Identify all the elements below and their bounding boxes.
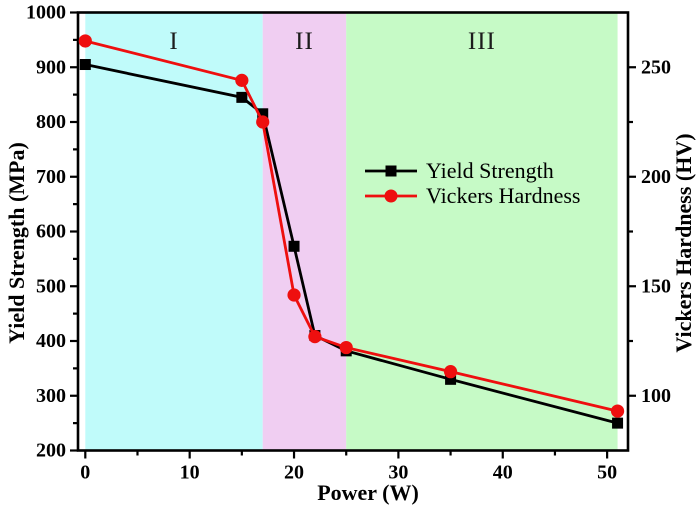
y-left-tick-label: 900 [36, 56, 66, 78]
y-left-tick-label: 700 [36, 166, 66, 188]
regime-band-II [262, 12, 347, 451]
x-tick-label: 20 [284, 462, 304, 484]
data-point-square [612, 417, 624, 429]
legend-item-vickers-hardness: Vickers Hardness [364, 183, 580, 208]
x-tick-label: 30 [388, 462, 408, 484]
vickers-hardness-series-icon [365, 189, 417, 202]
data-point-circle [287, 288, 301, 302]
regime-band-I [85, 12, 263, 451]
region-label-3: III [467, 28, 496, 55]
regime-band-III [346, 12, 618, 451]
data-point-square [445, 373, 457, 385]
data-point-circle [235, 73, 249, 87]
region-label-2: II [295, 28, 314, 55]
series-line-vickers-hardness [84, 39, 618, 413]
y-left-tick-label: 200 [36, 440, 66, 462]
y-left-tick-label: 600 [36, 221, 66, 243]
y-left-tick-label: 300 [36, 385, 66, 407]
y-right-tick-label: 100 [641, 385, 671, 407]
region-label-1: I [169, 28, 179, 55]
y-right-tick-label: 250 [641, 56, 671, 78]
x-tick-label: 10 [180, 462, 200, 484]
y-left-tick-label: 400 [36, 330, 66, 352]
data-point-circle [443, 365, 458, 379]
legend-label-vickers-hardness: Vickers Hardness [426, 182, 581, 208]
y-left-tick-label: 500 [36, 275, 66, 297]
legend-item-yield-strength: Yield Strength [364, 158, 580, 183]
data-point-square [79, 59, 91, 71]
data-point-circle [256, 115, 270, 129]
square-marker-icon [385, 165, 397, 176]
x-axis-title: Power (W) [317, 480, 419, 505]
y-right-tick-label: 200 [641, 166, 671, 188]
data-point-square [288, 240, 300, 252]
y-right-tick-label: 150 [641, 275, 671, 297]
yield-strength-series-icon [365, 165, 417, 176]
y-right-axis-title: Vickers Hardness (HV) [671, 133, 696, 353]
y-left-tick-label: 800 [36, 111, 66, 133]
plot-frame [76, 11, 630, 452]
data-point-circle [308, 330, 322, 344]
x-tick-label: 50 [597, 462, 617, 484]
data-point-square [236, 91, 248, 103]
y-left-axis-title: Yield Strength (MPa) [4, 142, 29, 344]
circle-marker-icon [384, 189, 398, 202]
data-point-circle [78, 34, 92, 48]
data-point-square [257, 108, 269, 120]
y-left-tick-label: 1000 [26, 2, 66, 24]
legend-label-yield-strength: Yield Strength [426, 157, 554, 183]
x-tick-label: 40 [493, 462, 513, 484]
data-point-circle [339, 340, 353, 355]
data-point-circle [610, 404, 625, 418]
legend: Yield Strength Vickers Hardness [364, 158, 580, 208]
x-tick-label: 0 [80, 462, 90, 484]
